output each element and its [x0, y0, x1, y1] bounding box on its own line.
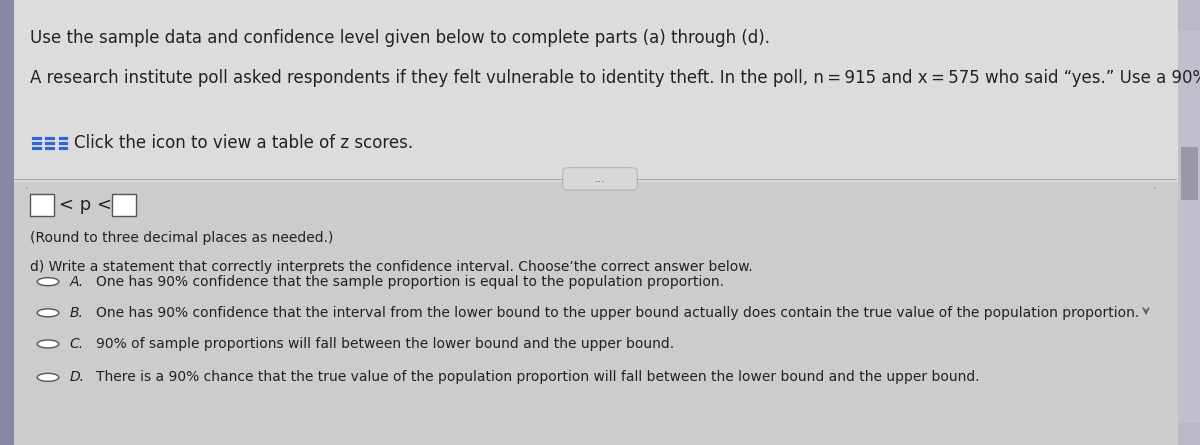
Bar [58, 141, 68, 145]
Bar [1181, 147, 1198, 200]
Text: A research institute poll asked respondents if they felt vulnerable to identity : A research institute poll asked responde… [30, 69, 1200, 87]
Text: A.: A. [70, 275, 84, 289]
Text: Click the icon to view a table of z scores.: Click the icon to view a table of z scor… [74, 134, 414, 151]
Circle shape [37, 373, 59, 381]
Text: 90% of sample proportions will fall between the lower bound and the upper bound.: 90% of sample proportions will fall betw… [96, 337, 674, 351]
FancyBboxPatch shape [563, 168, 637, 190]
Text: < p <: < p < [59, 196, 112, 214]
Text: (Round to three decimal places as needed.): (Round to three decimal places as needed… [30, 231, 334, 245]
Text: There is a 90% chance that the true value of the population proportion will fall: There is a 90% chance that the true valu… [96, 370, 979, 384]
Circle shape [37, 309, 59, 317]
Bar [31, 146, 42, 150]
Bar [14, 0, 1178, 182]
Text: D.: D. [70, 370, 84, 384]
Bar [44, 146, 55, 150]
Bar [1178, 0, 1200, 31]
Bar [44, 136, 55, 140]
Bar [1178, 0, 1200, 445]
Bar [30, 194, 54, 216]
Bar [44, 141, 55, 145]
Text: One has 90% confidence that the sample proportion is equal to the population pro: One has 90% confidence that the sample p… [96, 275, 724, 289]
Text: B.: B. [70, 306, 84, 320]
Bar [0, 0, 14, 445]
Text: ...: ... [594, 174, 606, 184]
Bar [58, 136, 68, 140]
Text: One has 90% confidence that the interval from the lower bound to the upper bound: One has 90% confidence that the interval… [96, 306, 1139, 320]
Text: Use the sample data and confidence level given below to complete parts (a) throu: Use the sample data and confidence level… [30, 29, 770, 47]
Bar [112, 194, 136, 216]
Text: ’: ’ [24, 187, 28, 197]
Bar [31, 141, 42, 145]
Circle shape [37, 340, 59, 348]
Bar [31, 136, 42, 140]
Bar [58, 146, 68, 150]
Text: d) Write a statement that correctly interprets the confidence interval. Chooseʼt: d) Write a statement that correctly inte… [30, 260, 752, 274]
Text: ’: ’ [1152, 187, 1156, 197]
Circle shape [37, 278, 59, 286]
Text: C.: C. [70, 337, 84, 351]
Bar [14, 182, 1178, 445]
Bar [1178, 423, 1200, 445]
